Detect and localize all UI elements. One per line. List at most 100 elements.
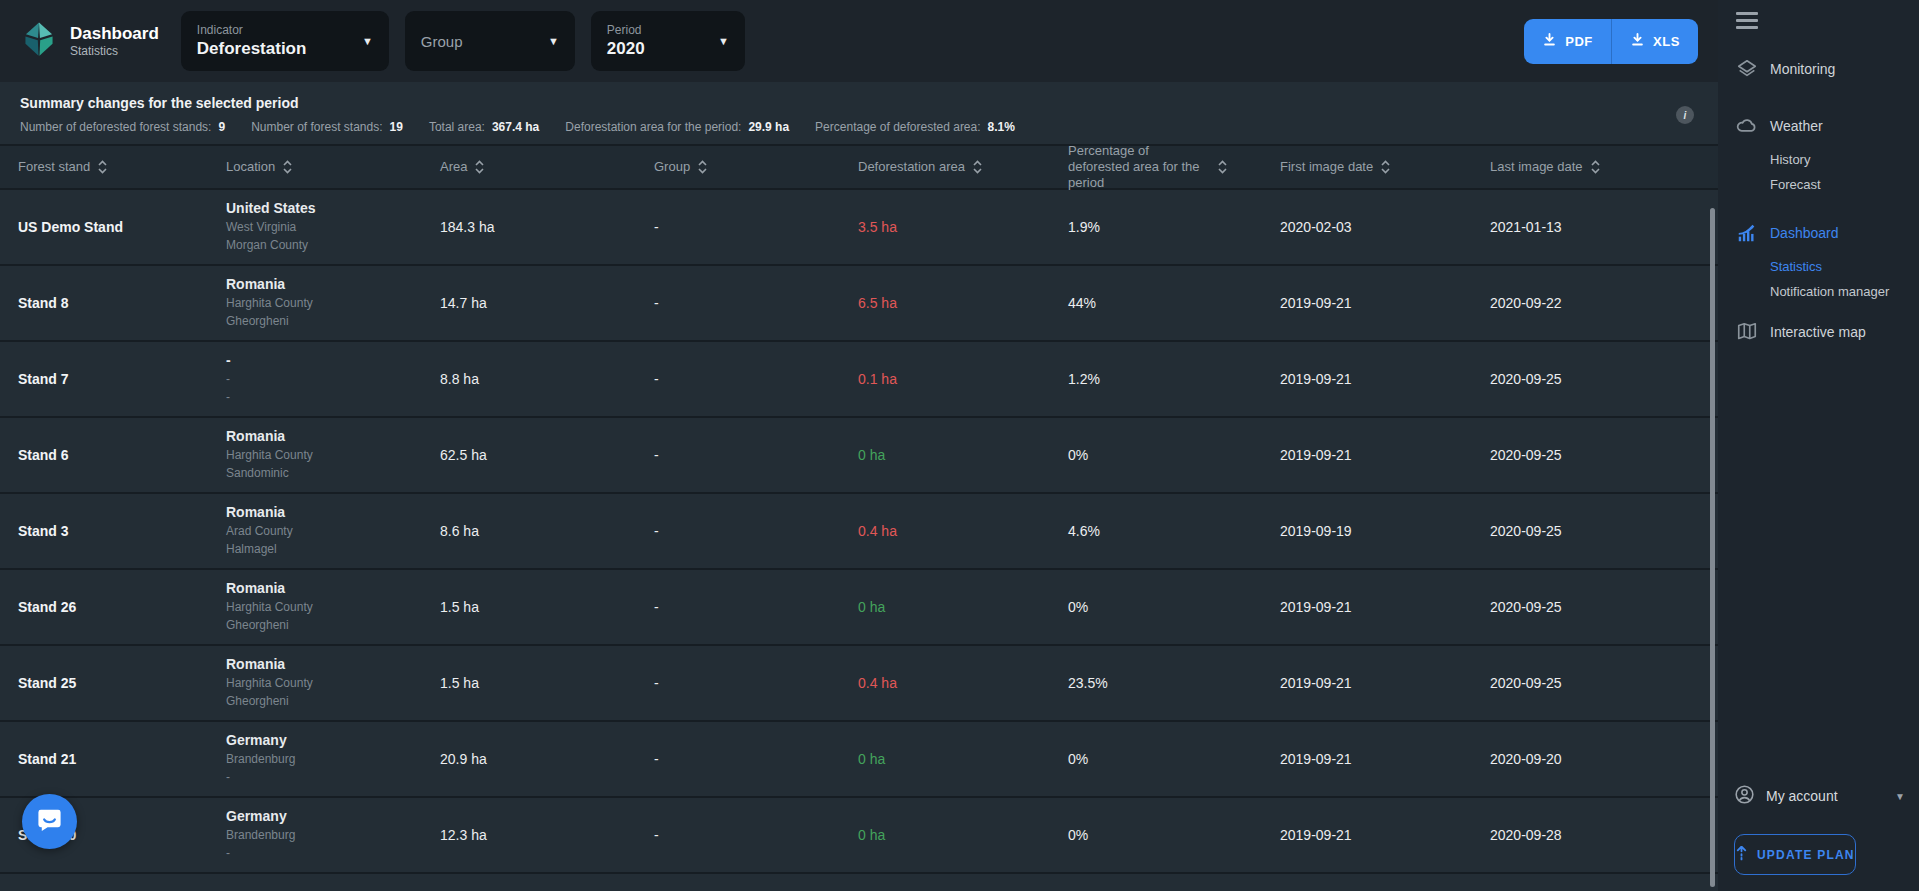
column-header-last-image-date[interactable]: Last image date bbox=[1490, 159, 1718, 175]
table-row[interactable]: Stand 7 - - - 8.8 ha - 0.1 ha 1.2% 2019-… bbox=[0, 342, 1718, 418]
cell-deforestation-area: 0 ha bbox=[858, 447, 1068, 463]
page-subtitle: Statistics bbox=[70, 44, 159, 58]
cell-area: 8.8 ha bbox=[440, 371, 654, 387]
sidebar-item-forecast[interactable]: Forecast bbox=[1718, 172, 1919, 197]
export-buttons: PDF XLS bbox=[1524, 19, 1698, 64]
summary-stats: Number of deforested forest stands:9 Num… bbox=[20, 120, 1698, 134]
column-header-area[interactable]: Area bbox=[440, 159, 654, 175]
chevron-down-icon: ▼ bbox=[692, 35, 729, 47]
sidebar-item-notification-manager[interactable]: Notification manager bbox=[1718, 279, 1919, 304]
menu-icon[interactable] bbox=[1736, 12, 1758, 29]
table-row[interactable]: Stand 20 Germany Brandenburg - 12.3 ha -… bbox=[0, 798, 1718, 874]
period-select[interactable]: Period 2020 ▼ bbox=[591, 11, 745, 71]
cell-forest-stand: Stand 21 bbox=[18, 751, 226, 767]
sort-icon[interactable] bbox=[973, 160, 982, 174]
cell-last-image-date: 2020-09-28 bbox=[1490, 827, 1718, 843]
period-label: Period bbox=[607, 23, 645, 37]
cell-group: - bbox=[654, 295, 858, 311]
sort-icon[interactable] bbox=[98, 160, 107, 174]
cell-deforestation-area: 0 ha bbox=[858, 751, 1068, 767]
cell-area: 184.3 ha bbox=[440, 219, 654, 235]
sidebar: Monitoring Weather History Forecast Dash… bbox=[1718, 0, 1919, 891]
cell-forest-stand: Stand 25 bbox=[18, 675, 226, 691]
cell-location: Romania Harghita County Gheorgheni bbox=[226, 580, 440, 634]
cell-deforestation-area: 0 ha bbox=[858, 599, 1068, 615]
chevron-down-icon: ▼ bbox=[522, 35, 559, 47]
cell-forest-stand: Stand 3 bbox=[18, 523, 226, 539]
my-account-menu[interactable]: My account ▼ bbox=[1718, 774, 1919, 818]
column-header-group[interactable]: Group bbox=[654, 159, 858, 175]
cell-last-image-date: 2020-09-25 bbox=[1490, 599, 1718, 615]
cell-location: Romania Arad County Halmagel bbox=[226, 504, 440, 558]
chat-bubble-icon bbox=[36, 806, 63, 837]
sidebar-item-statistics[interactable]: Statistics bbox=[1718, 254, 1919, 279]
column-header-forest-stand[interactable]: Forest stand bbox=[18, 159, 226, 175]
cell-location: United States West Virginia Morgan Count… bbox=[226, 200, 440, 254]
download-icon bbox=[1630, 32, 1645, 50]
table-row[interactable]: Stand 26 Romania Harghita County Gheorgh… bbox=[0, 570, 1718, 646]
cell-last-image-date: 2020-09-25 bbox=[1490, 523, 1718, 539]
table-row[interactable]: Stand 21 Germany Brandenburg - 20.9 ha -… bbox=[0, 722, 1718, 798]
cell-last-image-date: 2020-09-22 bbox=[1490, 295, 1718, 311]
sidebar-item-weather[interactable]: Weather bbox=[1718, 104, 1919, 147]
cell-percentage: 1.2% bbox=[1068, 371, 1280, 387]
cell-location: Romania Harghita County Gheorgheni bbox=[226, 656, 440, 710]
group-select[interactable]: Group ▼ bbox=[405, 11, 575, 71]
download-icon bbox=[1542, 32, 1557, 50]
sort-icon[interactable] bbox=[475, 160, 484, 174]
column-header-deforestation-area[interactable]: Deforestation area bbox=[858, 159, 1068, 175]
content-area: Summary changes for the selected period … bbox=[0, 82, 1718, 891]
sort-icon[interactable] bbox=[1218, 160, 1227, 174]
table-body: US Demo Stand United States West Virgini… bbox=[0, 190, 1718, 874]
info-icon[interactable]: i bbox=[1676, 106, 1694, 124]
cell-forest-stand: US Demo Stand bbox=[18, 219, 226, 235]
layers-icon bbox=[1735, 57, 1758, 80]
sort-icon[interactable] bbox=[698, 160, 707, 174]
cell-percentage: 0% bbox=[1068, 751, 1280, 767]
cell-deforestation-area: 0.4 ha bbox=[858, 523, 1068, 539]
table-row[interactable]: US Demo Stand United States West Virgini… bbox=[0, 190, 1718, 266]
stat-deforestation-area: Deforestation area for the period:29.9 h… bbox=[565, 120, 789, 134]
sort-icon[interactable] bbox=[1381, 160, 1390, 174]
cell-area: 1.5 ha bbox=[440, 675, 654, 691]
stat-total-area: Total area:367.4 ha bbox=[429, 120, 539, 134]
stat-deforested-stands: Number of deforested forest stands:9 bbox=[20, 120, 225, 134]
chevron-down-icon: ▼ bbox=[336, 35, 373, 47]
sort-icon[interactable] bbox=[283, 160, 292, 174]
cell-area: 62.5 ha bbox=[440, 447, 654, 463]
cell-area: 14.7 ha bbox=[440, 295, 654, 311]
sidebar-item-interactive-map[interactable]: Interactive map bbox=[1718, 310, 1919, 353]
sidebar-item-monitoring[interactable]: Monitoring bbox=[1718, 47, 1919, 90]
sort-icon[interactable] bbox=[1591, 160, 1600, 174]
indicator-select[interactable]: Indicator Deforestation ▼ bbox=[181, 11, 389, 71]
column-header-deforested-percentage[interactable]: Percentage of deforested area for the pe… bbox=[1068, 143, 1280, 192]
cell-last-image-date: 2021-01-13 bbox=[1490, 219, 1718, 235]
cell-forest-stand: Stand 26 bbox=[18, 599, 226, 615]
table-row[interactable]: Stand 6 Romania Harghita County Sandomin… bbox=[0, 418, 1718, 494]
cell-forest-stand: Stand 6 bbox=[18, 447, 226, 463]
cell-location: Romania Harghita County Sandominic bbox=[226, 428, 440, 482]
cell-location: Romania Harghita County Gheorgheni bbox=[226, 276, 440, 330]
table-row[interactable]: Stand 8 Romania Harghita County Gheorghe… bbox=[0, 266, 1718, 342]
user-icon bbox=[1734, 784, 1755, 808]
cell-location: - - - bbox=[226, 352, 440, 406]
cell-first-image-date: 2020-02-03 bbox=[1280, 219, 1490, 235]
column-header-first-image-date[interactable]: First image date bbox=[1280, 159, 1490, 175]
cell-first-image-date: 2019-09-21 bbox=[1280, 827, 1490, 843]
sidebar-item-dashboard[interactable]: Dashboard bbox=[1718, 211, 1919, 254]
table-row[interactable]: Stand 25 Romania Harghita County Gheorgh… bbox=[0, 646, 1718, 722]
export-pdf-button[interactable]: PDF bbox=[1524, 19, 1611, 64]
sidebar-item-history[interactable]: History bbox=[1718, 147, 1919, 172]
vertical-scrollbar[interactable] bbox=[1710, 208, 1715, 887]
chat-launcher-button[interactable] bbox=[22, 794, 77, 849]
cell-group: - bbox=[654, 675, 858, 691]
column-header-location[interactable]: Location bbox=[226, 159, 440, 175]
table-row[interactable]: Stand 3 Romania Arad County Halmagel 8.6… bbox=[0, 494, 1718, 570]
app-logo[interactable]: Dashboard Statistics bbox=[20, 19, 159, 63]
indicator-value: Deforestation bbox=[197, 39, 307, 59]
cell-first-image-date: 2019-09-21 bbox=[1280, 447, 1490, 463]
cell-deforestation-area: 0.4 ha bbox=[858, 675, 1068, 691]
leaf-logo-icon bbox=[20, 19, 58, 63]
update-plan-button[interactable]: UPDATE PLAN bbox=[1734, 834, 1856, 875]
export-xls-button[interactable]: XLS bbox=[1611, 19, 1698, 64]
